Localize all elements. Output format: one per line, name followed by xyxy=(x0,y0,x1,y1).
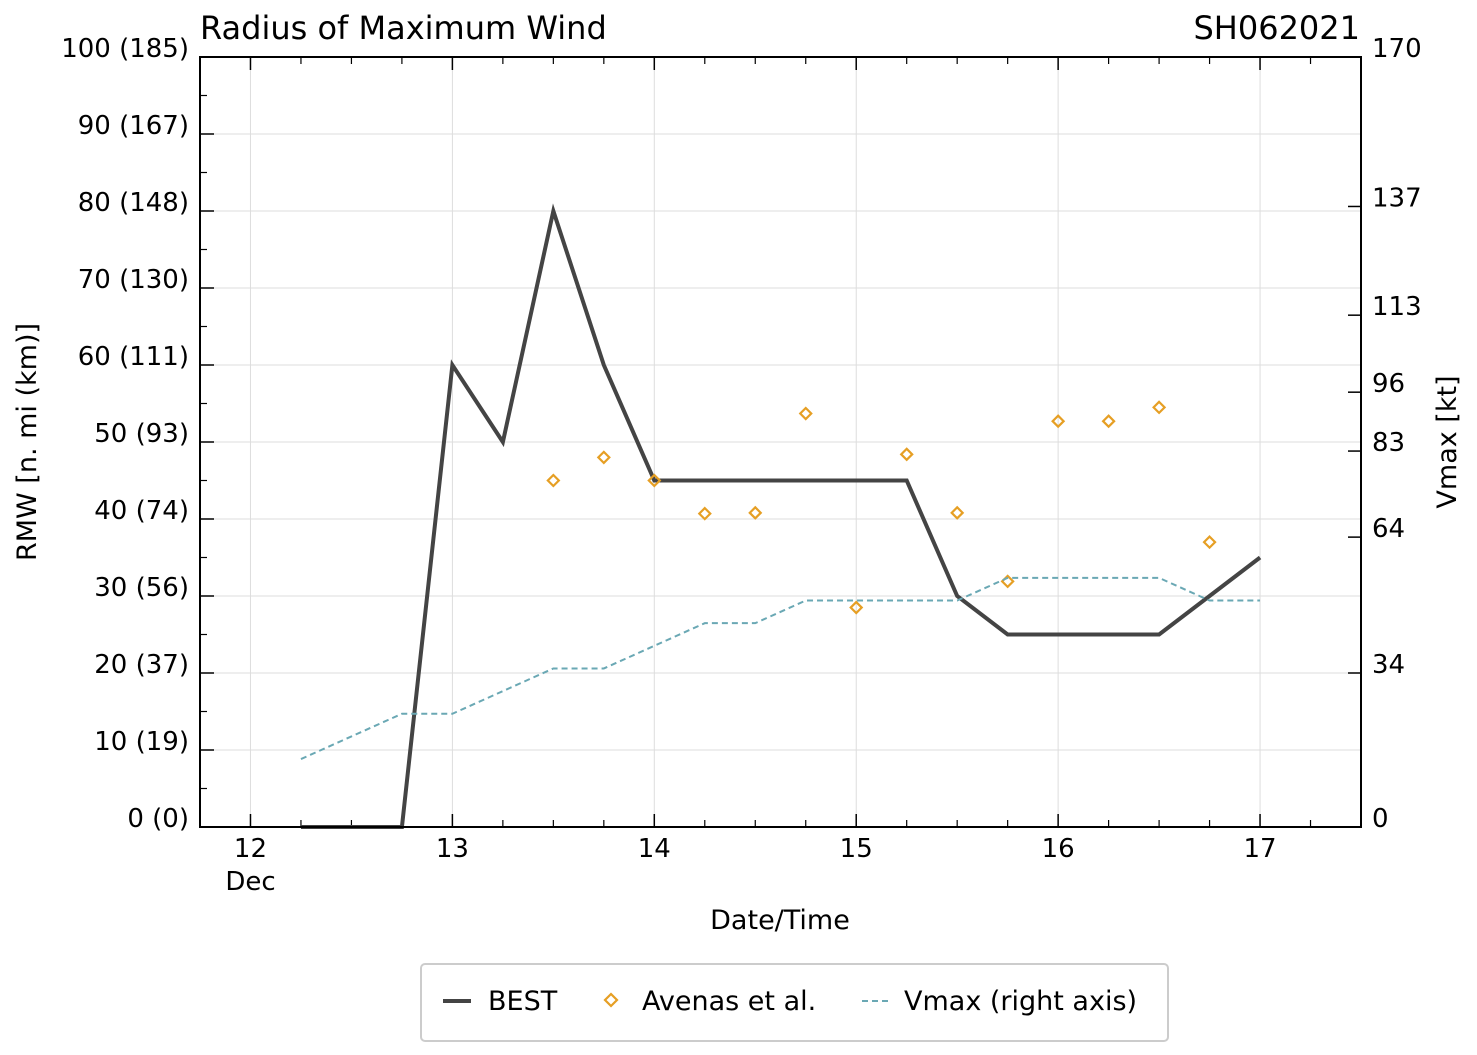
y-left-tick-label: 20 (37) xyxy=(94,650,189,680)
y-left-tick-label: 30 (56) xyxy=(94,573,189,603)
y-left-tick-label: 60 (111) xyxy=(78,342,189,372)
avenas-point xyxy=(1101,414,1116,429)
y-left-tick-label: 70 (130) xyxy=(78,265,189,295)
avenas-point xyxy=(899,447,914,462)
y-right-tick-label: 83 xyxy=(1372,428,1405,458)
y-left-tick-label: 10 (19) xyxy=(94,727,189,757)
y-right-tick-label: 170 xyxy=(1372,34,1422,64)
y-left-tick-label: 0 (0) xyxy=(127,804,189,834)
y-left-tick-label: 80 (148) xyxy=(78,188,189,218)
avenas-point xyxy=(647,473,662,488)
avenas-point xyxy=(1051,414,1066,429)
best-line xyxy=(300,203,1262,829)
y-left-tick-label: 100 (185) xyxy=(61,34,189,64)
x-tick-sublabel: Dec xyxy=(225,867,275,897)
x-tick-label: 13 xyxy=(436,834,469,864)
legend-avenas-label: Avenas et al. xyxy=(642,986,816,1017)
avenas-point xyxy=(950,505,965,520)
y-left-tick-label: 50 (93) xyxy=(94,419,189,449)
legend-best-label: BEST xyxy=(488,986,558,1017)
y-axis-left-label: RMW [n. mi (km)] xyxy=(12,323,43,561)
x-tick-label: 17 xyxy=(1243,834,1276,864)
y-right-tick-label: 0 xyxy=(1372,804,1389,834)
storm-id: SH062021 xyxy=(1193,9,1360,47)
legend-vmax-label: Vmax (right axis) xyxy=(904,986,1137,1017)
avenas-point xyxy=(849,600,864,615)
avenas-point xyxy=(748,505,763,520)
x-tick-label: 14 xyxy=(638,834,671,864)
avenas-point xyxy=(1202,535,1217,550)
x-tick-label: 15 xyxy=(840,834,873,864)
y-right-tick-label: 64 xyxy=(1372,514,1405,544)
legend: BEST Avenas et al. Vmax (right axis) xyxy=(420,963,1169,1042)
avenas-point xyxy=(1152,400,1167,415)
x-tick-label: 12 xyxy=(234,834,267,864)
y-right-tick-label: 113 xyxy=(1372,292,1422,322)
avenas-point xyxy=(596,450,611,465)
avenas-point xyxy=(798,406,813,421)
y-right-tick-label: 96 xyxy=(1372,369,1405,399)
x-axis-label: Date/Time xyxy=(710,905,850,936)
avenas-point xyxy=(546,473,561,488)
legend-avenas-swatch xyxy=(603,992,619,1008)
x-tick-label: 16 xyxy=(1042,834,1075,864)
y-left-tick-label: 40 (74) xyxy=(94,496,189,526)
legend-box xyxy=(420,963,1169,1042)
avenas-point xyxy=(697,506,712,521)
y-right-tick-label: 137 xyxy=(1372,183,1422,213)
data-series xyxy=(300,203,1262,829)
y-right-tick-label: 34 xyxy=(1372,650,1405,680)
plot-frame xyxy=(199,56,1362,828)
chart-title: Radius of Maximum Wind xyxy=(200,9,607,47)
vmax-line xyxy=(300,576,1261,760)
y-left-tick-label: 90 (167) xyxy=(78,111,189,141)
y-axis-right-label: Vmax [kt] xyxy=(1432,375,1463,508)
grid-lines xyxy=(200,56,1361,828)
